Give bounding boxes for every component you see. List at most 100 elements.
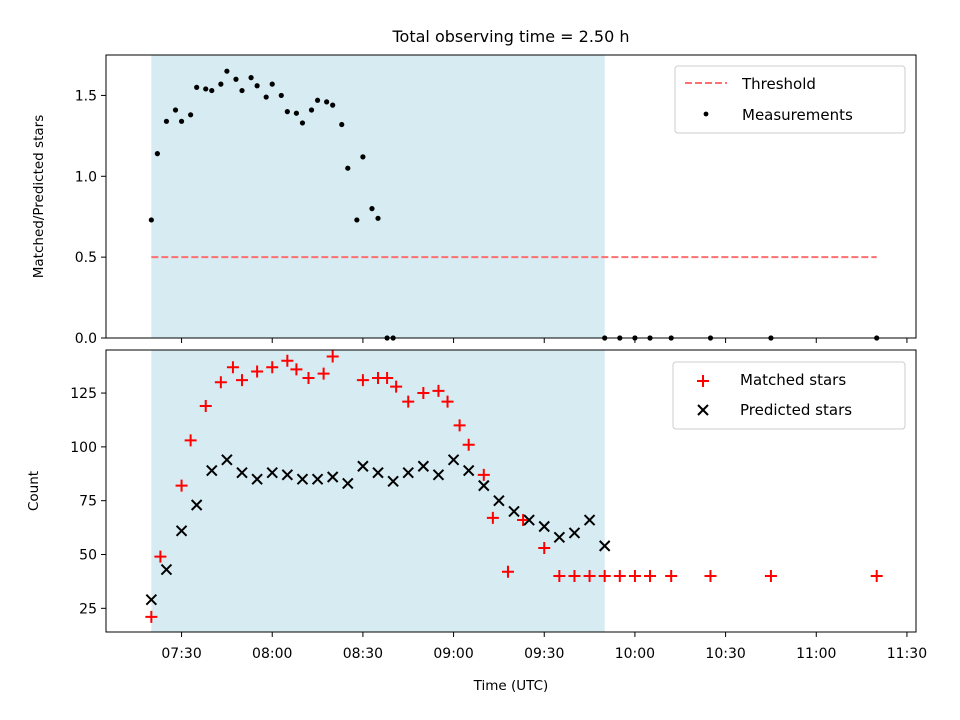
matched-star-point	[402, 395, 415, 408]
bottom-y-tick-label: 25	[79, 601, 97, 617]
predicted-star-point	[342, 477, 354, 490]
predicted-star-point	[281, 469, 294, 481]
matched-star-point	[453, 419, 466, 432]
matched-star-point	[326, 350, 339, 363]
matched-star-point	[553, 570, 566, 583]
top-y-ticks: 0.0 0.5 1.0 1.5	[75, 88, 106, 347]
measurement-point	[209, 87, 215, 94]
measurement-point	[148, 217, 154, 223]
predicted-star-point	[160, 563, 173, 576]
predicted-star-point	[493, 494, 505, 507]
bottom-y-tick-label: 100	[70, 440, 97, 456]
measurement-point	[375, 215, 381, 221]
matched-star-point	[145, 610, 158, 623]
predicted-star-point	[523, 514, 535, 526]
bottom-axes: 25 50 75 100 125 07:30 08:00 08:30 09:00 09:30 10…	[26, 349, 927, 694]
predicted-star-point	[372, 466, 384, 479]
top-y-tick-label: 1.0	[75, 169, 97, 185]
measurement-point	[254, 83, 260, 89]
matched-star-point	[441, 395, 454, 408]
top-y-tick-label: 1.5	[75, 88, 97, 104]
x-tick-label: 09:30	[524, 646, 564, 662]
matched-star-point	[184, 434, 197, 447]
legend-matched-swatch	[697, 375, 709, 387]
matched-star-point	[390, 380, 403, 393]
matched-star-point	[764, 570, 777, 583]
x-tick-label: 08:00	[252, 646, 292, 662]
bottom-axes-frame	[105, 349, 917, 633]
legend-measurements-label: Measurements	[742, 106, 853, 124]
matched-star-point	[486, 511, 499, 524]
bottom-y-tick-label: 125	[70, 386, 97, 402]
x-tick-label: 08:30	[343, 646, 383, 662]
matched-star-point	[538, 542, 551, 555]
measurement-point	[233, 76, 239, 82]
predicted-star-point	[190, 499, 203, 511]
x-tick-label: 09:00	[433, 646, 473, 662]
measurement-point	[314, 97, 321, 103]
x-tick-label: 11:30	[887, 646, 927, 662]
matched-star-point	[199, 399, 212, 412]
matched-star-point	[317, 367, 330, 380]
predicted-star-point	[357, 460, 369, 472]
measurement-point	[308, 107, 315, 113]
bottom-legend: Matched stars Predicted stars	[672, 361, 906, 430]
top-legend: Threshold Measurements	[674, 65, 906, 134]
x-tick-label: 10:30	[705, 646, 745, 662]
chart-title: Total observing time = 2.50 h	[391, 27, 629, 46]
measurement-point	[172, 107, 179, 113]
matched-star-point	[665, 570, 678, 583]
measurement-point	[369, 206, 375, 212]
measurement-point	[194, 84, 200, 90]
matched-star-point	[266, 361, 279, 374]
measurement-point	[345, 165, 351, 171]
x-tick-label: 07:30	[161, 646, 201, 662]
matched-star-point	[175, 479, 188, 492]
matched-star-point	[302, 371, 315, 384]
predicted-star-point	[568, 527, 581, 539]
measurement-point	[248, 75, 254, 81]
measurement-point	[188, 112, 194, 118]
matched-star-point	[462, 438, 475, 451]
measurement-point	[218, 81, 224, 87]
matched-star-point	[154, 550, 167, 563]
predicted-star-point	[447, 454, 460, 466]
predicted-star-point	[236, 466, 248, 479]
measurement-point	[163, 118, 170, 124]
predicted-star-point	[462, 464, 475, 477]
measurement-point	[299, 120, 306, 126]
matched-star-point	[417, 387, 430, 400]
matched-star-point	[870, 570, 883, 583]
legend-threshold-label: Threshold	[741, 75, 816, 93]
bottom-y-tick-label: 50	[79, 548, 97, 564]
top-x-ticks	[181, 338, 908, 343]
predicted-star-point	[538, 520, 550, 533]
predicted-star-point	[311, 473, 324, 485]
predicted-star-point	[266, 466, 278, 479]
measurement-point	[154, 151, 160, 157]
top-shaded-span	[151, 55, 605, 338]
measurement-point	[324, 99, 330, 105]
bottom-legend-box	[672, 361, 906, 430]
matched-star-point	[598, 570, 611, 583]
predicted-star-point	[508, 505, 520, 518]
legend-matched-label: Matched stars	[740, 371, 846, 389]
measurement-point	[263, 94, 269, 100]
matched-star-point	[251, 365, 264, 378]
matched-star-point	[501, 565, 514, 578]
x-tick-label: 10:00	[615, 646, 655, 662]
measurement-point	[178, 118, 185, 124]
predicted-star-point	[478, 479, 490, 492]
predicted-star-point	[175, 525, 188, 537]
bottom-y-axis-label: Count	[26, 471, 42, 511]
predicted-star-point	[402, 466, 414, 479]
top-axes-frame	[105, 54, 917, 339]
measurement-point	[354, 217, 360, 223]
measurement-point	[239, 87, 245, 94]
matched-star-point	[644, 570, 657, 583]
matched-star-point	[214, 376, 227, 389]
bottom-x-ticks: 07:30 08:00 08:30 09:00 09:30 10:00 10:30 11:00…	[161, 632, 927, 662]
measurement-point	[278, 92, 284, 99]
predicted-star-point	[583, 514, 596, 526]
